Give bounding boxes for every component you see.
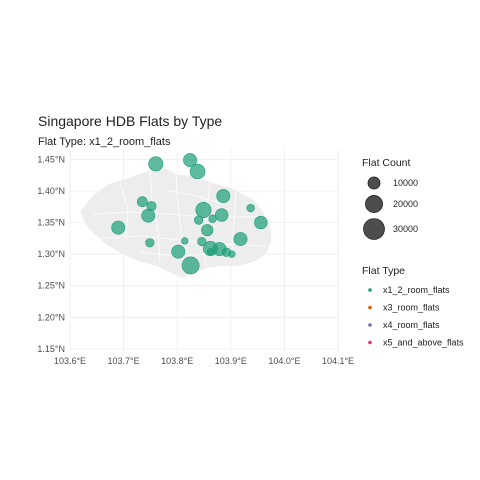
color-legend-key: [368, 340, 372, 345]
color-legend-label: x1_2_room_flats: [383, 285, 450, 295]
data-point-24: [206, 248, 215, 256]
color-legend-key: [368, 305, 372, 310]
x-tick-label: 103.9°E: [215, 356, 247, 366]
color-legend-key: [368, 288, 372, 292]
data-point-7: [195, 201, 212, 218]
x-axis-ticks: 103.6°E 103.7°E 103.8°E 103.9°E 104.0°E 104.1…: [54, 356, 354, 366]
data-point-8: [216, 189, 231, 204]
x-tick-label: 104.1°E: [322, 356, 354, 366]
color-legend-label: x3_room_flats: [383, 303, 440, 313]
data-point-6: [111, 220, 126, 235]
singapore-landmass: [79, 167, 273, 279]
x-tick-label: 104.0°E: [268, 356, 300, 366]
data-point-10: [194, 215, 204, 225]
data-point-23: [254, 215, 268, 230]
size-legend-label: 10000: [393, 178, 418, 188]
x-tick-label: 103.6°E: [54, 356, 86, 366]
data-point-0: [148, 156, 164, 172]
data-point-2: [189, 163, 206, 180]
data-point-14: [181, 237, 189, 245]
data-points: [111, 153, 268, 275]
chart-subtitle: Flat Type: x1_2_room_flats: [38, 136, 171, 148]
data-point-3: [136, 196, 148, 208]
size-legend: Flat Count 10000 20000 30000: [362, 157, 418, 240]
data-point-11: [208, 214, 217, 223]
data-point-1: [183, 153, 198, 168]
color-legend-key: [368, 323, 372, 327]
y-tick-label: 1.45°N: [37, 154, 65, 164]
x-tick-label: 103.8°E: [161, 356, 193, 366]
size-legend-circle: [367, 176, 381, 190]
data-point-17: [181, 256, 200, 275]
data-point-13: [197, 236, 207, 247]
data-point-5: [141, 208, 156, 223]
y-tick-label: 1.25°N: [37, 281, 65, 291]
data-point-21: [233, 232, 248, 246]
color-legend: Flat Type x1_2_room_flats x3_room_flats x4_…: [362, 265, 464, 348]
size-legend-circle: [363, 218, 385, 240]
y-tick-label: 1.40°N: [37, 186, 65, 196]
data-point-15: [171, 244, 186, 259]
size-legend-circle: [365, 195, 383, 213]
chart-title: Singapore HDB Flats by Type: [38, 113, 223, 129]
data-point-25: [228, 250, 236, 258]
x-tick-label: 103.7°E: [108, 356, 140, 366]
data-point-16: [145, 238, 155, 248]
y-tick-label: 1.30°N: [37, 249, 65, 259]
data-point-9: [215, 208, 229, 222]
y-tick-label: 1.35°N: [37, 218, 65, 228]
data-point-12: [201, 224, 214, 237]
y-axis-ticks: 1.15°N 1.20°N 1.25°N 1.30°N 1.35°N 1.40°N 1.45…: [37, 154, 65, 353]
color-legend-title: Flat Type: [362, 265, 405, 277]
color-legend-label: x5_and_above_flats: [383, 338, 464, 348]
subzone-boundaries: [91, 169, 267, 271]
size-legend-title: Flat Count: [362, 157, 411, 169]
color-legend-label: x4_room_flats: [383, 320, 440, 330]
size-legend-label: 20000: [393, 199, 418, 209]
size-legend-label: 30000: [393, 224, 418, 234]
data-point-22: [246, 203, 255, 213]
y-tick-label: 1.20°N: [37, 312, 65, 322]
y-tick-label: 1.15°N: [37, 344, 65, 354]
